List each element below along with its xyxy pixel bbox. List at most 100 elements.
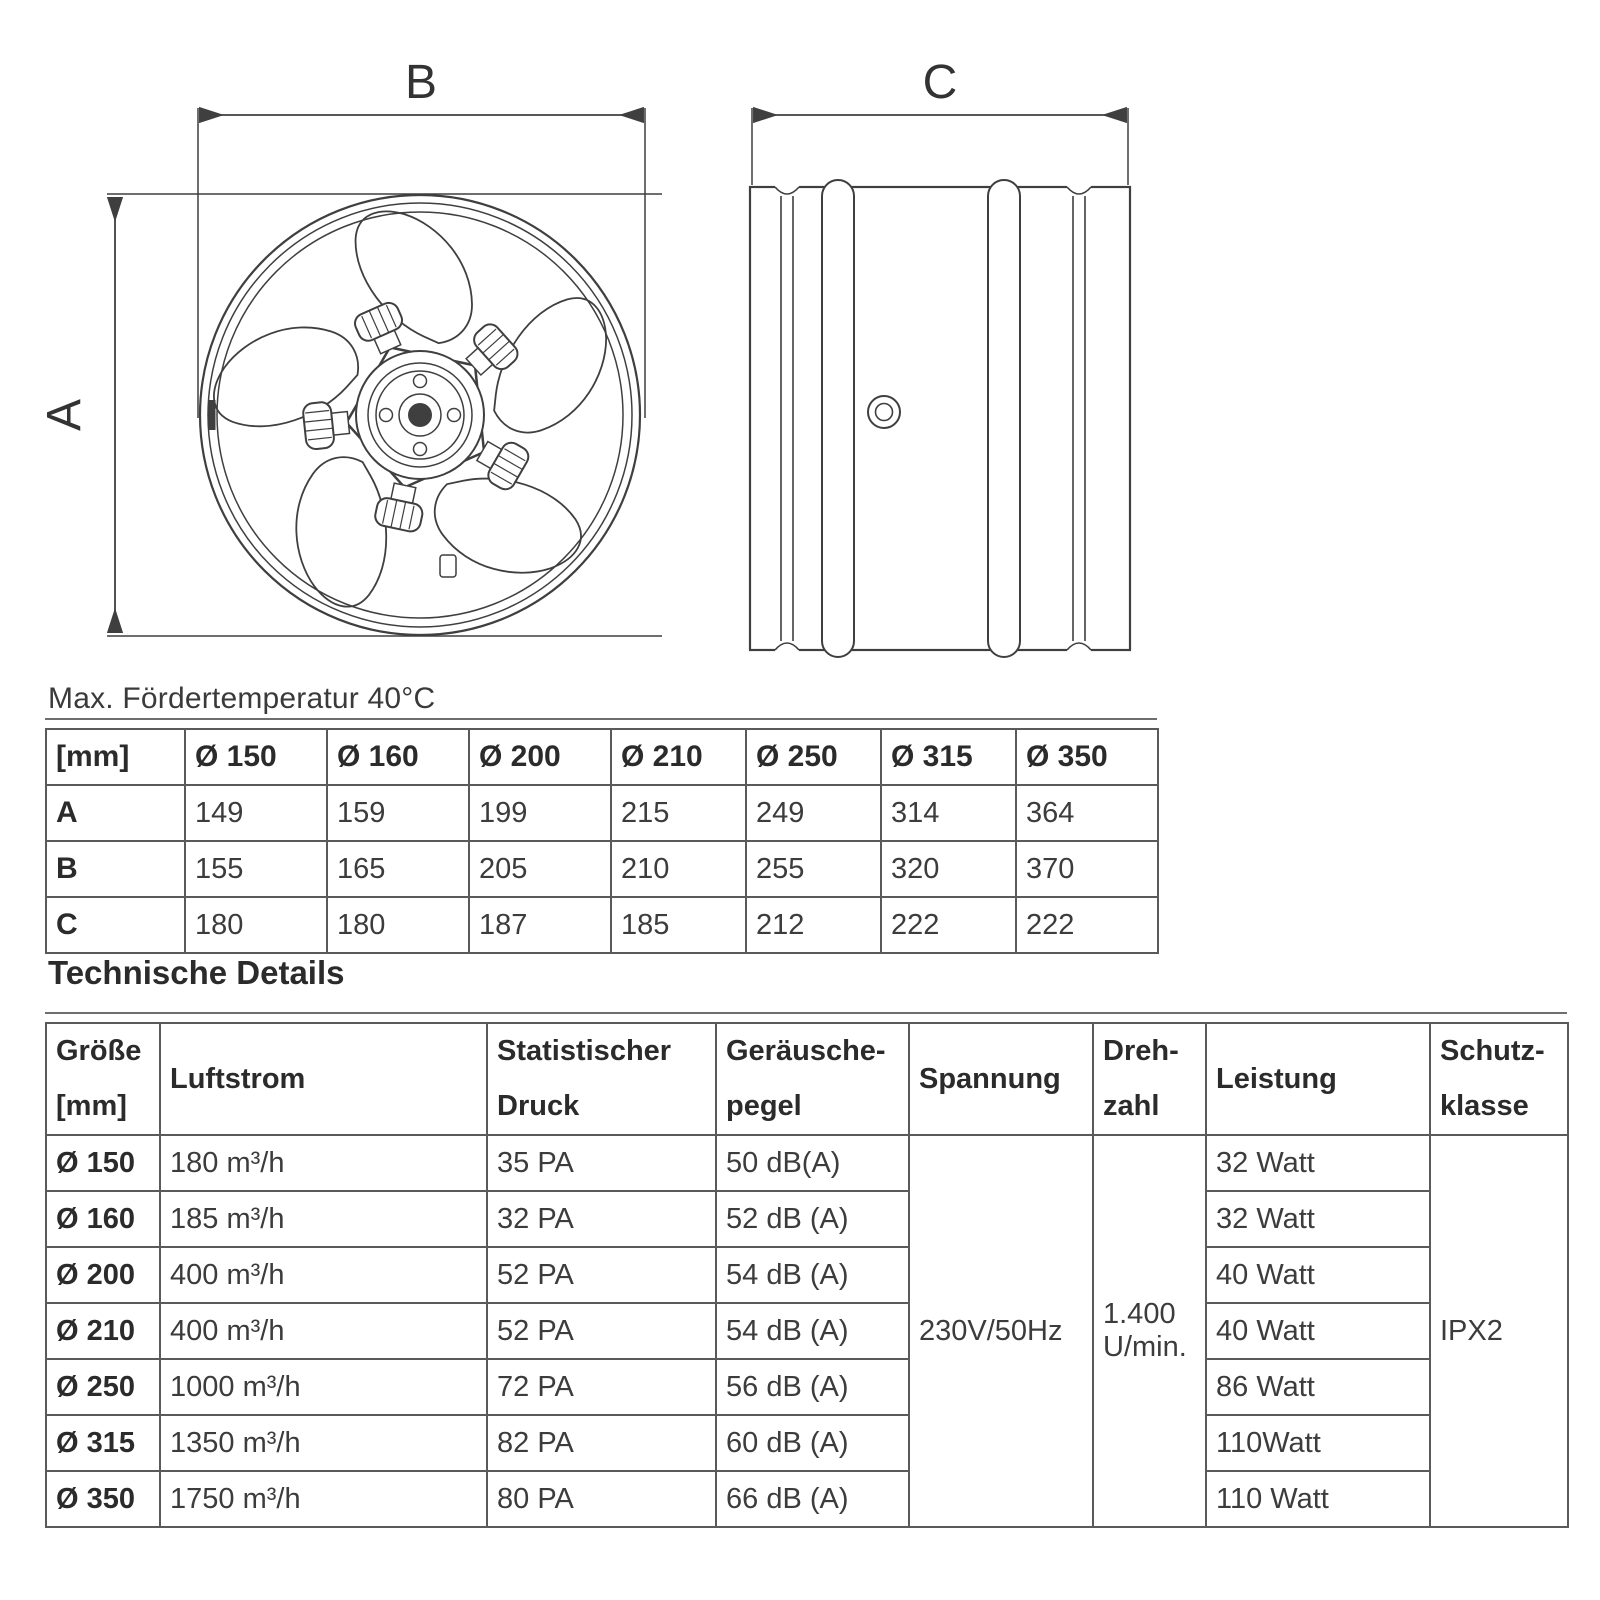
- dim-cell: 155: [184, 840, 328, 898]
- dim-cell: 180: [184, 896, 328, 954]
- tech-header-schutzklasse: Schutz- klasse: [1429, 1022, 1569, 1136]
- tech-cell-leistung: 40 Watt: [1205, 1302, 1431, 1360]
- tech-row-200: Ø 200 400 m³/h 52 PA 54 dB (A) 40 Watt: [45, 1246, 1568, 1304]
- tech-cell-drehzahl: 1.400 U/min.: [1092, 1134, 1207, 1528]
- tech-cell-leistung: 86 Watt: [1205, 1358, 1431, 1416]
- dim-cell: 185: [610, 896, 747, 954]
- tech-row-250: Ø 250 1000 m³/h 72 PA 56 dB (A) 86 Watt: [45, 1358, 1568, 1416]
- dim-cell: 210: [610, 840, 747, 898]
- tech-cell-pegel: 54 dB (A): [715, 1302, 910, 1360]
- dim-cell: 222: [880, 896, 1017, 954]
- dim-cell: 364: [1015, 784, 1159, 842]
- tech-cell-size: Ø 150: [45, 1134, 161, 1192]
- tech-cell-size: Ø 210: [45, 1302, 161, 1360]
- dimension-label-b: B: [405, 56, 437, 109]
- dim-cell: 205: [468, 840, 612, 898]
- dim-row-label: C: [45, 896, 186, 954]
- tech-header-spannung: Spannung: [908, 1022, 1094, 1136]
- tech-cell-leistung: 110Watt: [1205, 1414, 1431, 1472]
- tech-header-schutz-line1: Schutz-: [1440, 1035, 1545, 1067]
- dim-header-200: Ø 200: [468, 728, 612, 786]
- technical-details-table: Größe [mm] Luftstrom Statistischer Druck…: [45, 1022, 1569, 1528]
- tech-cell-druck: 52 PA: [486, 1302, 717, 1360]
- dim-row-label: A: [45, 784, 186, 842]
- fan-blade-nuts: [302, 301, 530, 533]
- tech-header-groesse-line2: [mm]: [56, 1090, 127, 1122]
- tech-cell-pegel: 52 dB (A): [715, 1190, 910, 1248]
- fan-front-view: B A: [38, 56, 662, 637]
- tech-cell-druck: 80 PA: [486, 1470, 717, 1528]
- tech-cell-druck: 52 PA: [486, 1246, 717, 1304]
- tech-row-315: Ø 315 1350 m³/h 82 PA 60 dB (A) 110Watt: [45, 1414, 1568, 1472]
- dim-header-315: Ø 315: [880, 728, 1017, 786]
- tech-header-groesse-line1: Größe: [56, 1035, 142, 1067]
- tech-cell-luftstrom: 185 m³/h: [159, 1190, 488, 1248]
- tech-header-druck: Statistischer Druck: [486, 1022, 717, 1136]
- tech-cell-luftstrom: 1350 m³/h: [159, 1414, 488, 1472]
- dim-cell: 180: [326, 896, 470, 954]
- duct-side-view: C: [748, 56, 1132, 658]
- dimension-label-c: C: [923, 56, 958, 109]
- dim-cell: 370: [1015, 840, 1159, 898]
- tech-header-pegel: Geräusche- pegel: [715, 1022, 910, 1136]
- tech-cell-druck: 72 PA: [486, 1358, 717, 1416]
- tech-header-schutz-line2: klasse: [1440, 1090, 1529, 1122]
- tech-cell-size: Ø 250: [45, 1358, 161, 1416]
- tech-cell-size: Ø 200: [45, 1246, 161, 1304]
- dim-cell: 165: [326, 840, 470, 898]
- tech-cell-pegel: 50 dB(A): [715, 1134, 910, 1192]
- tech-cell-leistung: 110 Watt: [1205, 1470, 1431, 1528]
- dim-row-c: C 180 180 187 185 212 222 222: [45, 896, 1159, 954]
- tech-row-350: Ø 350 1750 m³/h 80 PA 66 dB (A) 110 Watt: [45, 1470, 1568, 1528]
- tech-header-drehzahl-line2: zahl: [1103, 1090, 1160, 1122]
- tech-header-druck-line1: Statistischer: [497, 1035, 672, 1067]
- dim-row-a: A 149 159 199 215 249 314 364: [45, 784, 1159, 842]
- dim-header-150: Ø 150: [184, 728, 328, 786]
- dim-table-top-rule: [45, 718, 1157, 720]
- dim-cell: 320: [880, 840, 1017, 898]
- tech-table-top-rule: [45, 1012, 1567, 1014]
- tech-cell-leistung: 40 Watt: [1205, 1246, 1431, 1304]
- tech-cell-pegel: 56 dB (A): [715, 1358, 910, 1416]
- tech-table-header-row: Größe [mm] Luftstrom Statistischer Druck…: [45, 1022, 1569, 1136]
- tech-cell-pegel: 60 dB (A): [715, 1414, 910, 1472]
- tech-cell-pegel: 66 dB (A): [715, 1470, 910, 1528]
- tech-cell-druck: 32 PA: [486, 1190, 717, 1248]
- tech-cell-spannung: 230V/50Hz: [908, 1134, 1094, 1528]
- tech-row-150: Ø 150 180 m³/h 35 PA 50 dB(A) 230V/50Hz …: [45, 1134, 1569, 1528]
- tech-cell-luftstrom: 1750 m³/h: [159, 1470, 488, 1528]
- dim-table-header-row: [mm] Ø 150 Ø 160 Ø 200 Ø 210 Ø 250 Ø 315…: [45, 728, 1159, 786]
- duct-bead-left: [821, 179, 855, 658]
- duct-groove-left: [774, 183, 800, 654]
- tech-cell-luftstrom: 1000 m³/h: [159, 1358, 488, 1416]
- dim-cell: 249: [745, 784, 882, 842]
- dimension-label-a: A: [38, 399, 91, 431]
- fan-hub: [355, 350, 485, 480]
- duct-bead-right: [987, 179, 1021, 658]
- tech-cell-size: Ø 350: [45, 1470, 161, 1528]
- tech-row-160: Ø 160 185 m³/h 32 PA 52 dB (A) 32 Watt: [45, 1190, 1568, 1248]
- dimension-extension-lines-c: [751, 108, 1129, 185]
- tech-cell-schutzklasse: IPX2: [1429, 1134, 1569, 1528]
- tech-header-groesse: Größe [mm]: [45, 1022, 161, 1136]
- dim-cell: 255: [745, 840, 882, 898]
- dim-header-mm: [mm]: [45, 728, 186, 786]
- dim-row-label: B: [45, 840, 186, 898]
- duct-groove-right: [1066, 183, 1092, 654]
- max-temperature-note: Max. Fördertemperatur 40°C: [48, 682, 436, 715]
- tech-header-pegel-line1: Geräusche-: [726, 1035, 886, 1067]
- dimension-extension-lines: [107, 108, 662, 637]
- dim-header-210: Ø 210: [610, 728, 747, 786]
- dim-cell: 222: [1015, 896, 1159, 954]
- tech-header-drehzahl-line1: Dreh-: [1103, 1035, 1179, 1067]
- tech-header-drehzahl: Dreh- zahl: [1092, 1022, 1207, 1136]
- dim-cell: 149: [184, 784, 328, 842]
- dim-cell: 159: [326, 784, 470, 842]
- section-title: Technische Details: [48, 954, 345, 991]
- dimensions-table: [mm] Ø 150 Ø 160 Ø 200 Ø 210 Ø 250 Ø 315…: [45, 728, 1159, 954]
- tech-cell-luftstrom: 400 m³/h: [159, 1302, 488, 1360]
- product-drawings: B A: [38, 56, 1132, 658]
- dim-header-350: Ø 350: [1015, 728, 1159, 786]
- dim-cell: 187: [468, 896, 612, 954]
